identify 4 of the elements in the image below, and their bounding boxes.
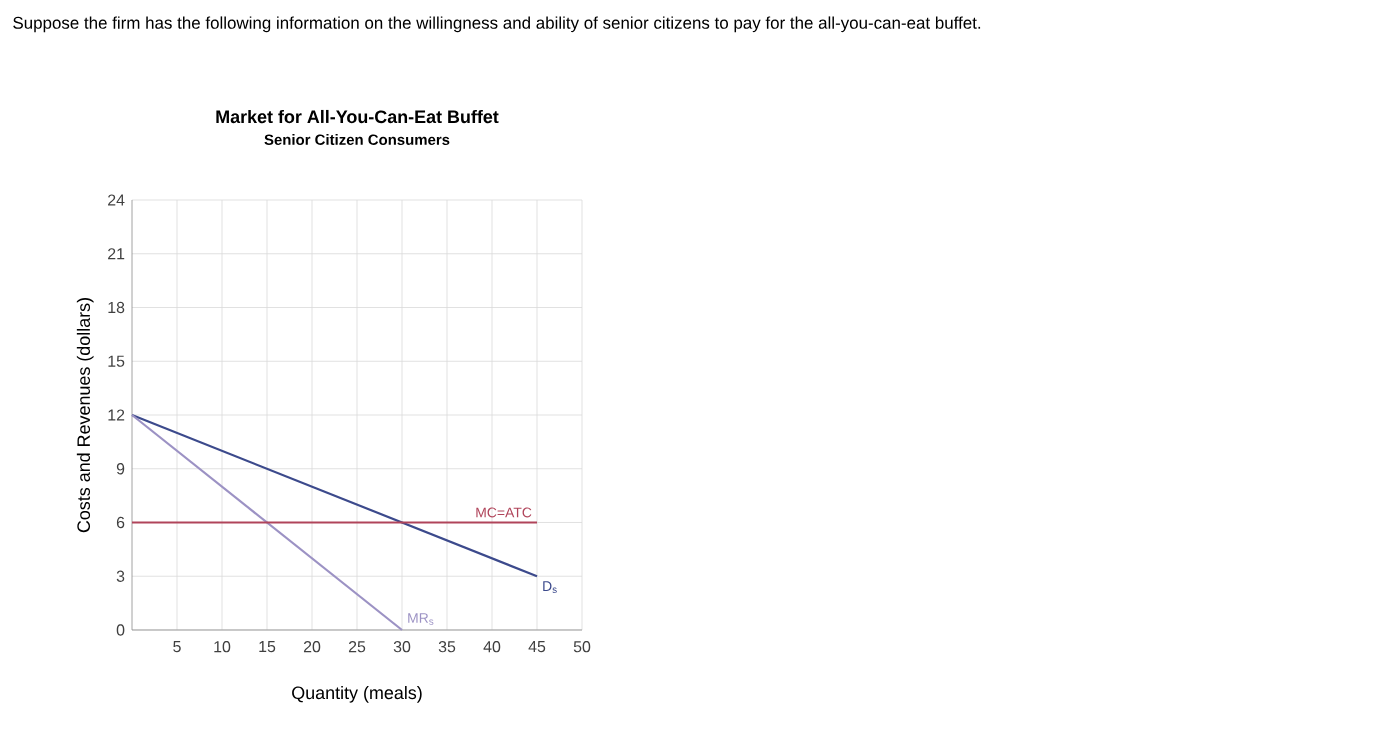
- x-axis-title: Quantity (meals): [292, 686, 422, 703]
- text: Suppose the firm has the following information on the willingness and ability of senior citizens to pay for the all-you-can-eat buffet.: [13, 16, 981, 33]
- y-axis-title: Costs and Revenues (dollars): [76, 298, 94, 533]
- chart-title: Market for All-You-Can-Eat Buffet: [216, 109, 499, 124]
